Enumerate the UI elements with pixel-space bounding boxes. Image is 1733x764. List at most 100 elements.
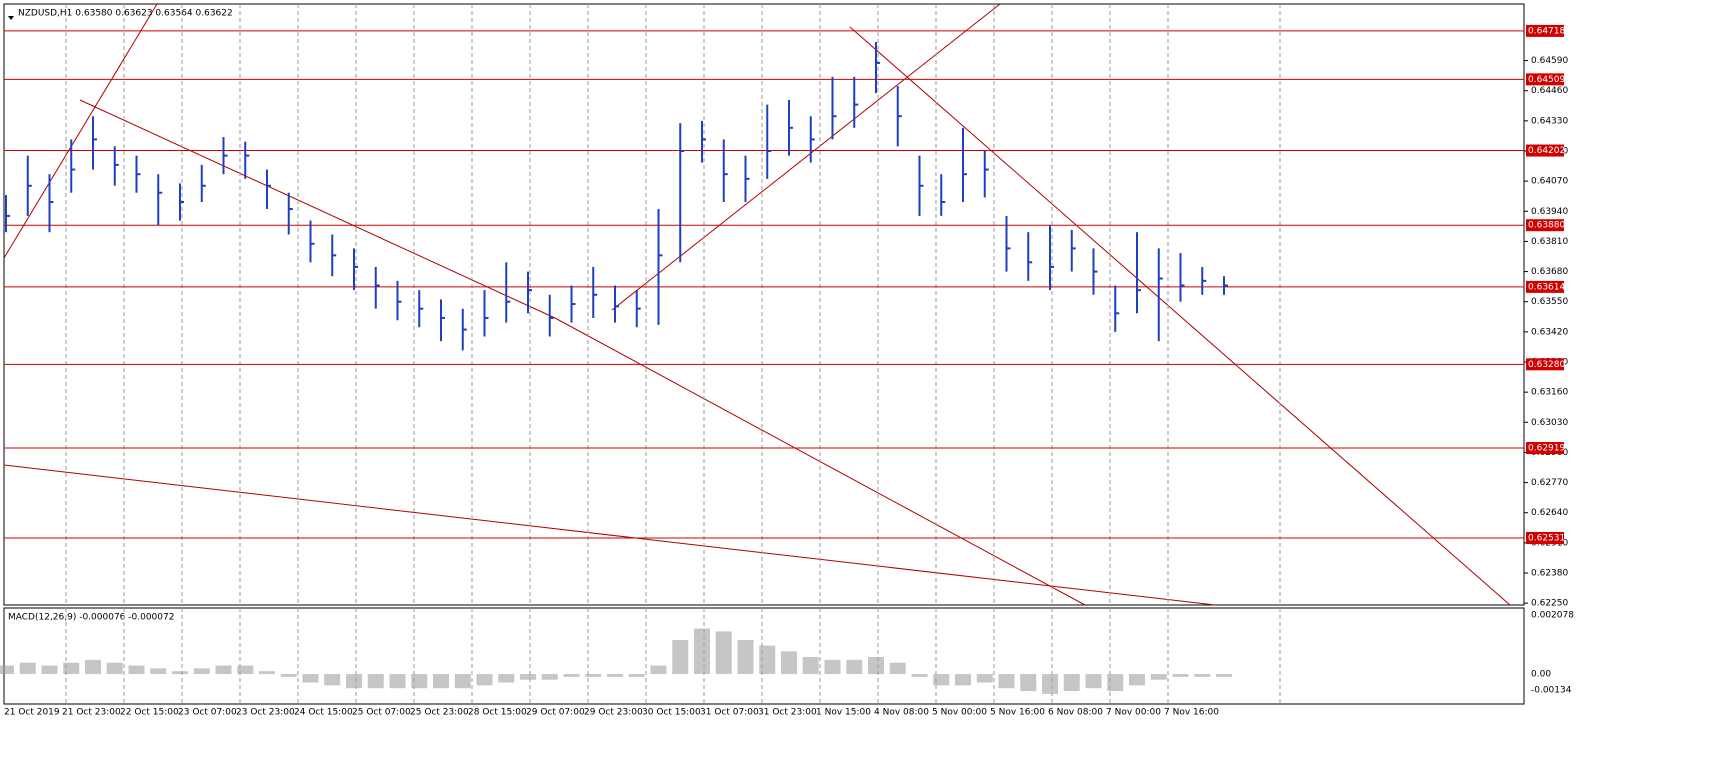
chart-header: NZDUSD,H1 0.63580 0.63623 0.63564 0.6362… — [18, 9, 233, 19]
macd-bar — [172, 671, 188, 675]
level-label: 0.64718 — [1528, 26, 1565, 36]
macd-bar — [63, 662, 80, 675]
x-tick-label: 25 Oct 07:00 — [352, 708, 411, 718]
macd-bar — [911, 674, 928, 677]
x-tick-label: 6 Nov 08:00 — [1048, 708, 1103, 718]
macd-axis-label: -0.00134 — [1531, 686, 1572, 696]
macd-axis-label: 0.00 — [1531, 670, 1551, 680]
level-label: 0.62919 — [1528, 444, 1565, 454]
macd-axis-label: 0.002078 — [1531, 611, 1574, 621]
level-label-box — [1526, 219, 1564, 232]
macd-bar — [933, 674, 950, 686]
x-tick-label: 21 Oct 23:00 — [62, 708, 121, 718]
macd-bar — [367, 674, 384, 689]
macd-bar — [824, 659, 841, 675]
y-tick-label: 0.62380 — [1531, 569, 1568, 579]
macd-bar — [1194, 674, 1211, 677]
macd-bar — [715, 631, 732, 675]
macd-bar — [781, 651, 797, 675]
macd-bar — [411, 674, 428, 689]
macd-bar — [106, 662, 123, 675]
macd-bar — [1129, 674, 1145, 686]
level-label: 0.64509 — [1528, 75, 1565, 85]
x-tick-label: 7 Nov 00:00 — [1106, 708, 1161, 718]
level-label-box — [1526, 442, 1564, 455]
x-tick-label: 7 Nov 16:00 — [1164, 708, 1219, 718]
macd-bar — [1107, 674, 1124, 692]
y-tick-label: 0.63420 — [1531, 327, 1568, 337]
main-panel — [3, 3, 1525, 606]
macd-bar — [193, 668, 210, 675]
macd-bar — [802, 656, 819, 675]
level-label-box — [1526, 531, 1564, 544]
macd-bar — [454, 674, 471, 689]
macd-bar — [324, 674, 341, 686]
x-tick-label: 29 Oct 23:00 — [584, 708, 643, 718]
macd-bar — [215, 665, 232, 675]
macd-bar — [520, 674, 536, 680]
macd-bar — [280, 674, 297, 677]
macd-bar — [302, 674, 319, 683]
y-tick-label: 0.64330 — [1531, 116, 1568, 126]
macd-bar — [0, 665, 14, 675]
macd-bar — [563, 674, 580, 677]
y-tick-label: 0.63550 — [1531, 297, 1568, 307]
y-tick-label: 0.63160 — [1531, 388, 1568, 398]
y-tick-label: 0.63030 — [1531, 418, 1568, 428]
macd-bar — [694, 628, 710, 675]
trendlines — [3, 3, 1511, 606]
y-tick-label: 0.64460 — [1531, 86, 1568, 96]
menu-arrow[interactable] — [8, 16, 14, 20]
macd-bar — [85, 659, 101, 675]
y-tick-label: 0.63680 — [1531, 267, 1568, 277]
macd-bar — [128, 665, 145, 675]
x-tick-label: 4 Nov 08:00 — [874, 708, 929, 718]
x-tick-label: 23 Oct 07:00 — [178, 708, 237, 718]
macd-bar — [672, 639, 689, 675]
macd-bar — [1063, 674, 1080, 692]
macd-header: MACD(12,26,9) -0.000076 -0.000072 — [8, 613, 174, 623]
macd-bar — [433, 674, 449, 689]
x-tick-label: 24 Oct 15:00 — [294, 708, 353, 718]
macd-bar — [1172, 674, 1189, 677]
x-tick-label: 31 Oct 23:00 — [758, 708, 817, 718]
x-tick-label: 5 Nov 00:00 — [932, 708, 987, 718]
x-tick-label: 29 Oct 07:00 — [526, 708, 585, 718]
x-tick-label: 31 Oct 07:00 — [700, 708, 759, 718]
y-tick-label: 0.62250 — [1531, 599, 1568, 609]
y-tick-label: 0.62640 — [1531, 508, 1568, 518]
macd-bar — [585, 674, 602, 677]
macd-bar — [1020, 674, 1037, 692]
x-tick-label: 25 Oct 23:00 — [410, 708, 469, 718]
macd-bar — [150, 668, 167, 675]
level-label: 0.63280 — [1528, 360, 1565, 370]
macd-bar — [976, 674, 993, 683]
macd-bar — [19, 662, 36, 675]
macd-bar — [41, 665, 58, 675]
x-tick-label: 21 Oct 2019 — [4, 708, 60, 718]
macd-bar — [389, 674, 406, 689]
x-tick-label: 22 Oct 15:00 — [120, 708, 179, 718]
macd-bar — [476, 674, 493, 686]
macd-bar — [541, 674, 558, 680]
level-label-box — [1526, 280, 1564, 293]
y-tick-label: 0.63810 — [1531, 237, 1568, 247]
macd-bar — [737, 639, 754, 675]
macd-bar — [759, 645, 776, 675]
macd-bar — [259, 671, 275, 675]
level-label: 0.63614 — [1528, 282, 1565, 292]
level-label-box — [1526, 358, 1564, 371]
level-label-box — [1526, 24, 1564, 37]
x-tick-label: 5 Nov 16:00 — [990, 708, 1045, 718]
y-tick-label: 0.64070 — [1531, 177, 1568, 187]
macd-bar — [1150, 674, 1167, 680]
y-tick-label: 0.63940 — [1531, 207, 1568, 217]
level-label: 0.63880 — [1528, 221, 1565, 231]
macd-bar — [955, 674, 971, 686]
macd-bar — [846, 659, 863, 675]
x-tick-label: 23 Oct 23:00 — [236, 708, 295, 718]
y-tick-label: 0.64590 — [1531, 56, 1568, 66]
x-tick-label: 1 Nov 15:00 — [816, 708, 871, 718]
macd-bar — [628, 674, 645, 677]
